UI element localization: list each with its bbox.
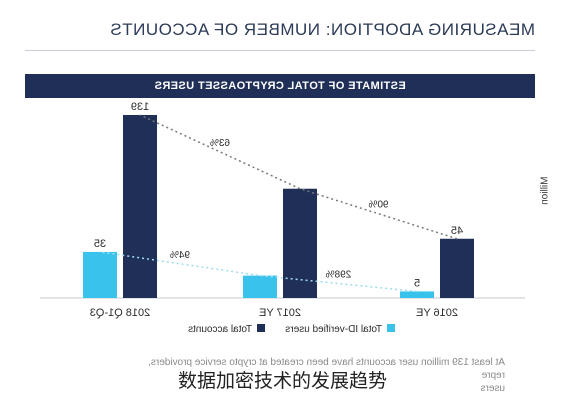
bar-total-accounts xyxy=(440,238,474,298)
legend-swatch xyxy=(387,324,395,332)
bar-value-label: 35 xyxy=(94,238,106,250)
growth-annotation: 90% xyxy=(368,200,388,211)
growth-annotation: 298% xyxy=(326,270,352,281)
x-tick-label: 2017 YE xyxy=(259,307,301,319)
bar-id-verified xyxy=(400,291,434,298)
x-tick-label: 2018 Q1-Q3 xyxy=(90,307,151,319)
x-tick-label: 2016 YE xyxy=(416,307,458,319)
legend-label: Total ID-verified users xyxy=(285,324,382,335)
bar-id-verified xyxy=(243,275,277,298)
image-caption: 数据加密技术的发展趋势 xyxy=(177,370,387,392)
bar-value-label: 45 xyxy=(451,225,463,237)
growth-annotation: 63% xyxy=(210,138,230,149)
growth-annotation: 94% xyxy=(170,250,190,261)
legend-swatch xyxy=(257,324,265,332)
bar-value-label: 139 xyxy=(131,101,149,113)
legend-label: Total accounts xyxy=(188,324,252,335)
bar-value-label: 5 xyxy=(414,277,420,289)
bar-total-accounts xyxy=(123,115,157,298)
bar-id-verified xyxy=(83,251,117,298)
bar-total-accounts xyxy=(283,188,317,298)
growth-trend-line xyxy=(99,251,418,293)
